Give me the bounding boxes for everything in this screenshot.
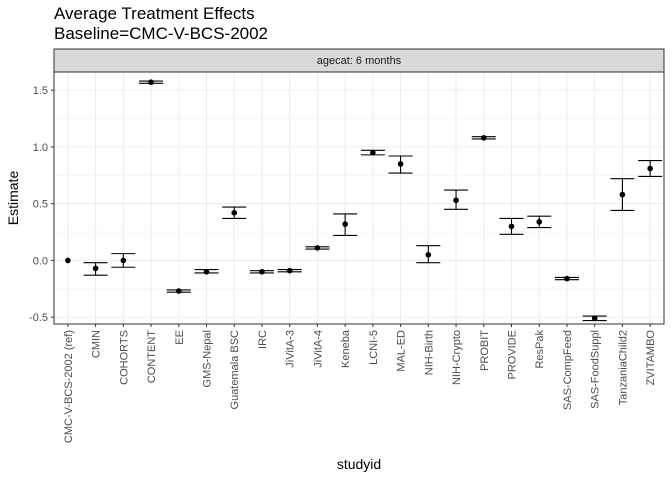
estimate-point — [370, 149, 376, 156]
grid-lines — [54, 72, 664, 324]
estimate-point — [175, 288, 182, 294]
y-tick-label: -0.5 — [29, 312, 48, 324]
estimate-point — [619, 191, 626, 198]
estimate-point — [536, 219, 543, 225]
estimate-point — [286, 267, 293, 274]
x-tick-label: IRC — [257, 330, 269, 349]
estimate-point — [397, 161, 404, 167]
estimate-point — [314, 245, 321, 251]
estimate-point — [647, 165, 653, 172]
y-axis-title: Estimate — [5, 171, 21, 226]
x-tick-label: SAS-CompFeed — [562, 330, 574, 410]
panel-border — [53, 71, 665, 325]
estimate-point — [259, 268, 265, 275]
x-tick-label: JiVitA-3 — [285, 330, 297, 368]
x-tick-label: EE — [174, 330, 186, 345]
x-tick-label: MAL-ED — [396, 330, 408, 372]
chart-title-block: Average Treatment Effects Baseline=CMC-V… — [54, 4, 268, 44]
estimate-point — [65, 257, 71, 264]
x-axis: CMC-V-BCS-2002 (ref) CMIN COHORTS CONTENT EE… — [63, 324, 657, 443]
facet-strip: agecat: 6 months — [53, 48, 665, 73]
estimate-point — [342, 221, 348, 227]
facet-strip-label: agecat: 6 months — [317, 55, 402, 67]
estimate-point — [453, 197, 459, 204]
x-tick-label: Guatemala BSC — [229, 330, 241, 410]
estimate-point — [148, 79, 154, 86]
x-axis-title: studyid — [337, 456, 381, 472]
x-tick-label: PROVIDE — [507, 330, 519, 380]
x-tick-label: TanzaniaChild2 — [617, 330, 629, 405]
y-tick-label: 0.0 — [33, 255, 48, 267]
estimate-point — [508, 223, 515, 230]
y-tick-label: 0.5 — [33, 199, 48, 211]
x-tick-label: NIH-Birth — [423, 330, 435, 375]
x-tick-label: NIH-Crypto — [451, 330, 463, 385]
x-tick-label: Keneba — [340, 329, 352, 368]
y-tick-label: 1.5 — [33, 85, 48, 97]
estimate-point — [92, 265, 99, 272]
x-tick-label: COHORTS — [118, 330, 130, 385]
estimate-point — [203, 268, 210, 275]
chart-subtitle: Baseline=CMC-V-BCS-2002 — [54, 24, 269, 43]
x-tick-label: ResPak — [534, 330, 546, 369]
estimate-point — [231, 209, 238, 216]
x-tick-label: CMIN — [91, 330, 103, 358]
estimate-point — [425, 251, 432, 258]
estimate-point — [120, 257, 127, 264]
y-axis: -0.5 0.0 0.5 1.0 1.5 — [29, 85, 54, 324]
chart-title: Average Treatment Effects — [54, 4, 255, 23]
x-tick-label: SAS-FoodSuppl — [590, 330, 602, 409]
estimate-point — [480, 135, 487, 141]
x-tick-label: CONTENT — [146, 330, 158, 383]
y-tick-label: 1.0 — [33, 142, 48, 154]
x-tick-label: JiVitA-4 — [312, 330, 324, 368]
data-marks — [65, 79, 663, 322]
x-tick-label: LCNI-5 — [368, 330, 380, 365]
x-tick-label: ZVITAMBO — [645, 330, 657, 386]
estimate-point — [591, 315, 598, 322]
x-tick-label: GMS-Nepal — [202, 330, 214, 387]
estimate-point — [564, 275, 570, 282]
x-tick-label: PROBIT — [479, 330, 491, 371]
x-tick-label: CMC-V-BCS-2002 (ref) — [63, 330, 75, 443]
